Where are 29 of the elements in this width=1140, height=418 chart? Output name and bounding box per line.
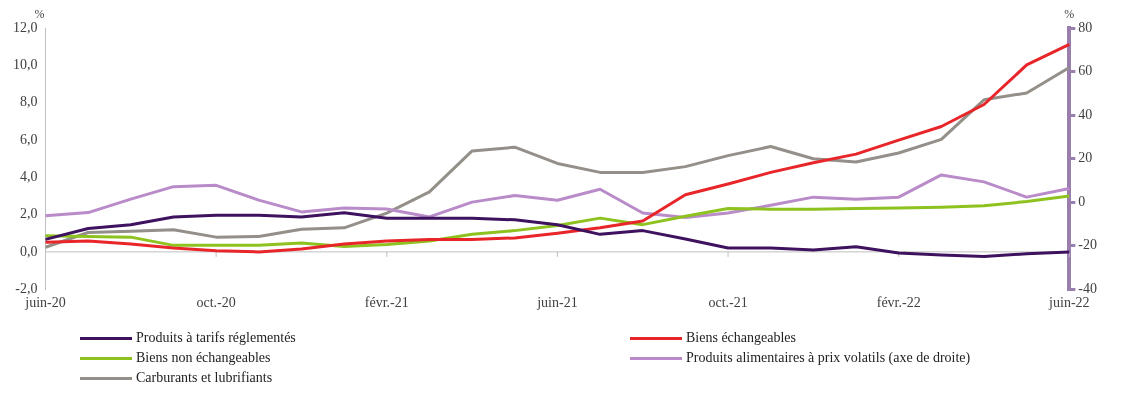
y-tick-label: 12,0 <box>13 19 38 35</box>
y-tick-label: 10,0 <box>13 56 38 72</box>
y-tick-label: -2,0 <box>15 280 38 296</box>
x-tick-label: juin-21 <box>536 295 578 311</box>
y2-tick-label: 40 <box>1078 106 1093 122</box>
legend-label: Biens non échangeables <box>136 350 271 366</box>
y-tick-label: 6,0 <box>20 131 38 147</box>
y-tick-label: 2,0 <box>20 206 38 222</box>
y2-tick-label: -20 <box>1078 237 1098 253</box>
y-tick-label: 0,0 <box>20 243 38 259</box>
y-axis-title: % <box>34 7 45 21</box>
x-tick-label: juin-20 <box>24 295 66 311</box>
y2-tick-label: -40 <box>1078 280 1098 296</box>
x-tick-label: oct.-21 <box>708 295 748 311</box>
y2-tick-label: 0 <box>1078 193 1086 209</box>
x-tick-label: févr.-22 <box>876 295 921 311</box>
y2-tick-label: 80 <box>1078 19 1093 35</box>
y2-tick-label: 20 <box>1078 150 1093 166</box>
x-tick-label: juin-22 <box>1048 295 1090 311</box>
y-tick-label: 8,0 <box>20 94 38 110</box>
x-tick-label: oct.-20 <box>196 295 236 311</box>
legend-label: Biens échangeables <box>686 330 797 346</box>
legend-label: Carburants et lubrifiants <box>136 370 273 386</box>
y2-axis-title: % <box>1064 7 1075 21</box>
legend-label: Produits à tarifs réglementés <box>136 330 296 346</box>
y2-tick-label: 60 <box>1078 63 1093 79</box>
legend-label: Produits alimentaires à prix volatils (axe de droite) <box>686 350 971 366</box>
y-tick-label: 4,0 <box>20 168 38 184</box>
x-tick-label: févr.-21 <box>364 295 409 311</box>
